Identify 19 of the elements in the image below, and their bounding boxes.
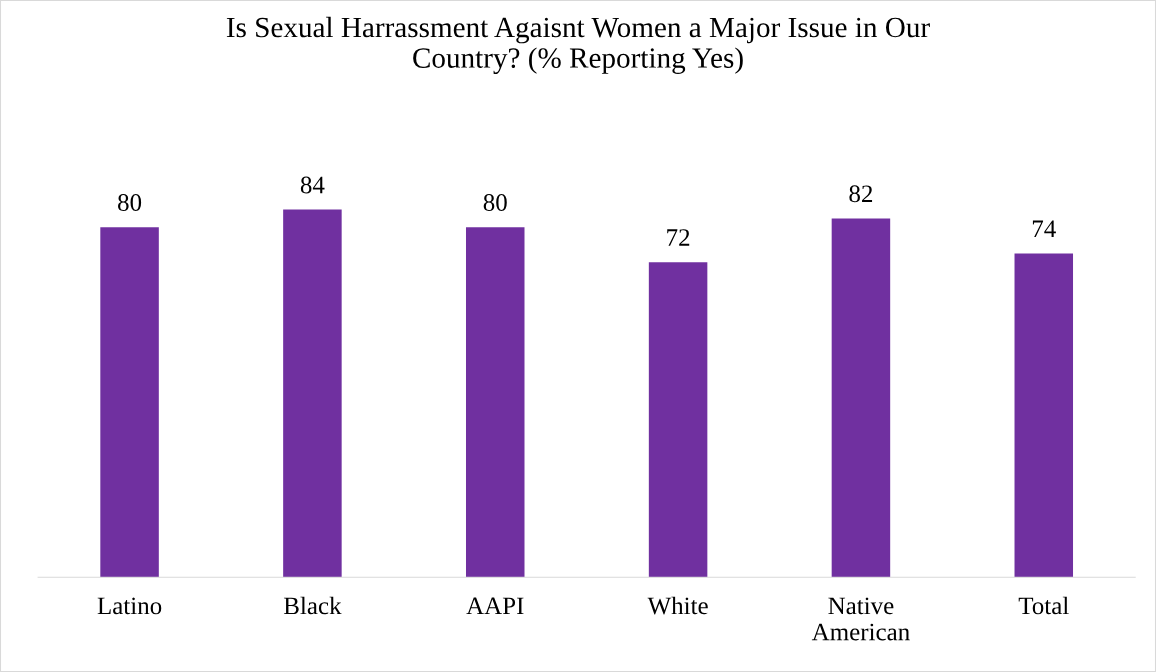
bar xyxy=(648,262,708,578)
x-tick-label: Native American xyxy=(811,597,910,641)
data-label: 72 xyxy=(667,229,690,246)
x-tick-label: Black xyxy=(283,596,342,615)
chart-title: Is Sexual Harrassment Agaisnt Women a Major Issue in Our Country? (% Reporting Yes) xyxy=(226,16,930,74)
data-label: 80 xyxy=(483,194,507,211)
x-tick-label: Total xyxy=(1018,596,1069,615)
bar xyxy=(283,209,342,578)
data-label: 82 xyxy=(849,185,873,203)
data-label: 74 xyxy=(1032,220,1056,237)
bar xyxy=(466,227,525,578)
data-label: 80 xyxy=(118,194,142,211)
bar xyxy=(1014,253,1074,578)
x-tick-label: Latino xyxy=(97,597,162,615)
bar xyxy=(831,218,891,578)
bar xyxy=(100,227,159,578)
x-tick-label: AAPI xyxy=(466,597,524,615)
x-tick-label: White xyxy=(647,596,708,615)
data-label: 84 xyxy=(300,176,325,194)
